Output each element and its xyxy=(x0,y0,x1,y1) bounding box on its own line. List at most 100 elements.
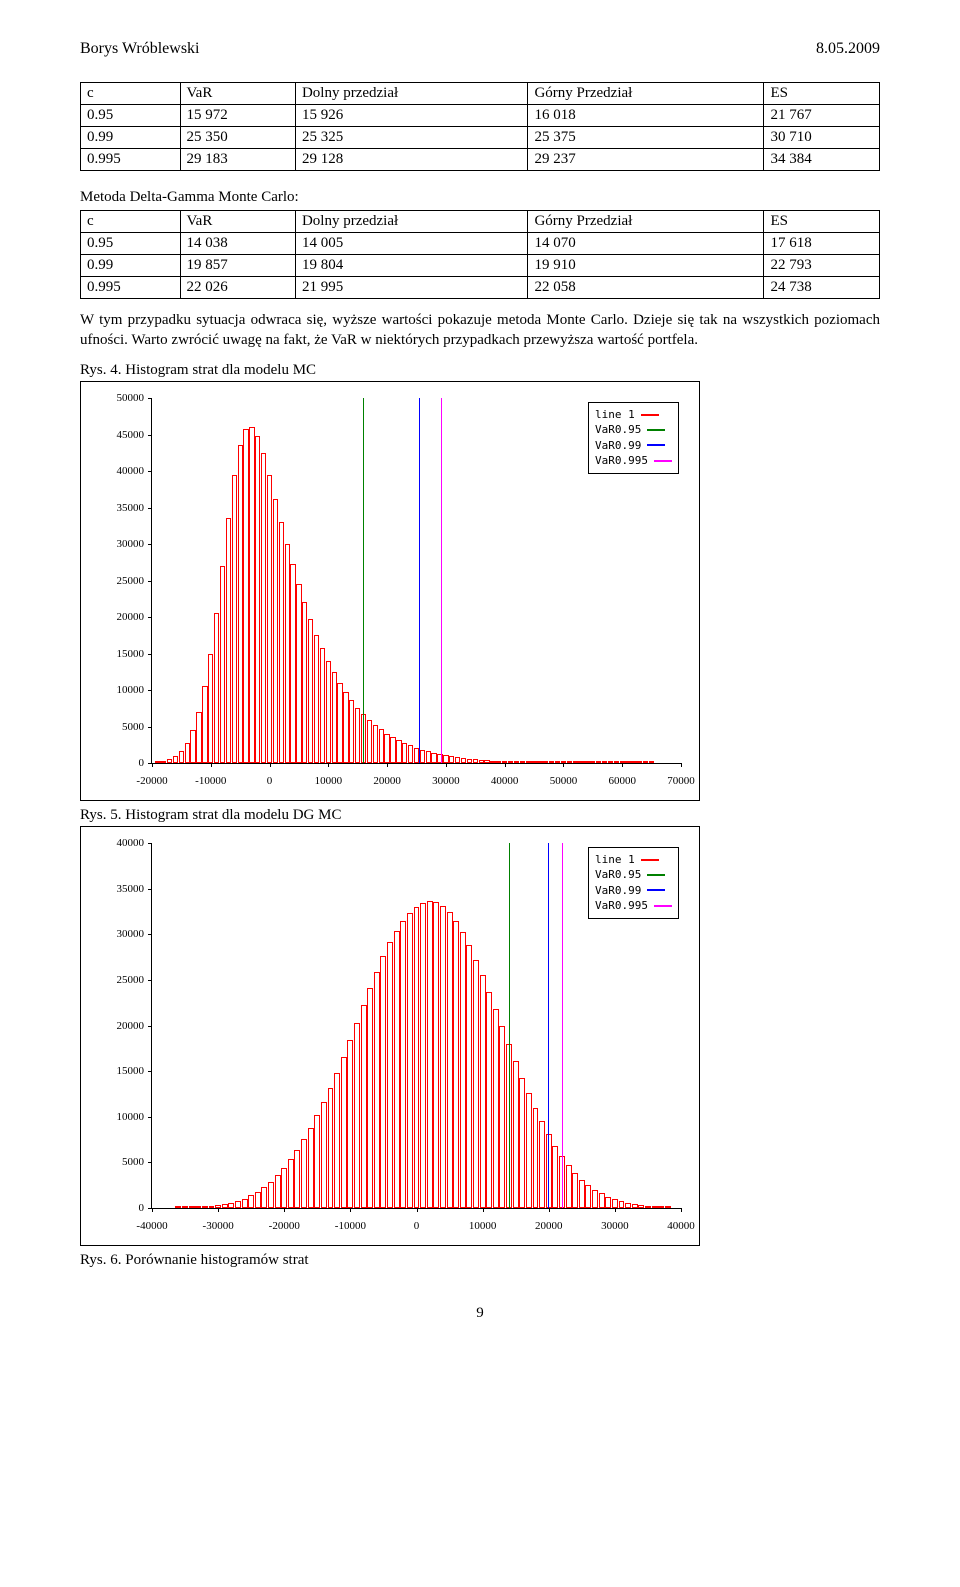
legend-item: VaR0.99 xyxy=(595,438,672,453)
histogram-bar xyxy=(592,1190,598,1208)
histogram-bar xyxy=(531,761,536,763)
legend-item: line 1 xyxy=(595,852,672,867)
column-header: c xyxy=(81,83,181,105)
histogram-bar xyxy=(314,1115,320,1208)
histogram-bar xyxy=(408,745,413,763)
histogram-bar xyxy=(584,761,589,763)
histogram-bar xyxy=(275,1175,281,1208)
histogram-bar xyxy=(420,903,426,1208)
histogram-bar xyxy=(320,648,325,763)
y-tick-label: 15000 xyxy=(88,1065,144,1077)
histogram-bar xyxy=(400,921,406,1208)
histogram-bar xyxy=(514,761,519,763)
histogram-bar xyxy=(658,1206,664,1208)
histogram-bar xyxy=(552,1146,558,1208)
histogram-bar xyxy=(612,1199,618,1208)
histogram-bar xyxy=(380,956,386,1208)
histogram-bar xyxy=(467,759,472,763)
histogram-dgmc: 0500010000150002000025000300003500040000… xyxy=(80,826,700,1246)
histogram-bar xyxy=(590,761,595,763)
y-tick-label: 0 xyxy=(88,1202,144,1214)
y-tick-label: 45000 xyxy=(88,429,144,441)
y-tick-label: 15000 xyxy=(88,648,144,660)
x-tick-label: 60000 xyxy=(608,775,636,787)
histogram-bar xyxy=(308,619,313,763)
histogram-bar xyxy=(567,761,572,763)
histogram-bar xyxy=(390,737,395,763)
legend-swatch xyxy=(647,889,665,891)
histogram-bar xyxy=(433,902,439,1208)
page-header: Borys Wróblewski 8.05.2009 xyxy=(80,40,880,58)
histogram-bar xyxy=(185,743,190,763)
legend-item: VaR0.95 xyxy=(595,422,672,437)
histogram-bar xyxy=(526,1093,532,1208)
histogram-bar xyxy=(281,1168,287,1208)
var-line xyxy=(548,843,549,1208)
histogram-bar xyxy=(440,906,446,1208)
histogram-bar xyxy=(373,725,378,763)
histogram-bar xyxy=(619,1201,625,1208)
column-header: Górny Przedział xyxy=(528,83,764,105)
histogram-bar xyxy=(502,761,507,763)
histogram-bar xyxy=(354,1023,360,1208)
histogram-bar xyxy=(466,945,472,1208)
histogram-bar xyxy=(337,683,342,763)
legend: line 1VaR0.95VaR0.99VaR0.995 xyxy=(588,847,679,919)
histogram-bar xyxy=(215,1205,221,1208)
table-row: 0.99529 18329 12829 23734 384 xyxy=(81,149,880,171)
histogram-bar xyxy=(572,1173,578,1208)
histogram-bar xyxy=(367,988,373,1208)
histogram-bar xyxy=(614,761,619,763)
histogram-bar xyxy=(484,760,489,763)
legend-item: VaR0.95 xyxy=(595,867,672,882)
histogram-bar xyxy=(279,522,284,763)
histogram-bar xyxy=(255,1192,261,1208)
histogram-bar xyxy=(167,759,172,763)
histogram-bar xyxy=(519,1078,525,1208)
histogram-bar xyxy=(608,761,613,763)
histogram-bar xyxy=(179,751,184,763)
y-tick-label: 10000 xyxy=(88,1111,144,1123)
histogram-bar xyxy=(214,613,219,763)
histogram-bar xyxy=(573,761,578,763)
histogram-bar xyxy=(249,427,254,763)
histogram-bar xyxy=(486,992,492,1208)
histogram-bar xyxy=(461,758,466,763)
y-tick-label: 35000 xyxy=(88,502,144,514)
histogram-bar xyxy=(326,661,331,763)
legend: line 1VaR0.95VaR0.99VaR0.995 xyxy=(588,402,679,474)
histogram-bar xyxy=(268,1182,274,1208)
histogram-bar xyxy=(261,453,266,763)
histogram-bar xyxy=(599,1193,605,1208)
histogram-bar xyxy=(173,756,178,763)
histogram-bar xyxy=(255,436,260,763)
histogram-bar xyxy=(290,564,295,763)
page-number: 9 xyxy=(80,1305,880,1322)
histogram-bar xyxy=(625,1203,631,1208)
table-row: 0.9514 03814 00514 07017 618 xyxy=(81,233,880,255)
table-row: 0.9925 35025 32525 37530 710 xyxy=(81,127,880,149)
histogram-bar xyxy=(232,475,237,763)
histogram-bar xyxy=(396,740,401,763)
table-row: 0.99522 02621 99522 05824 738 xyxy=(81,277,880,299)
histogram-bar xyxy=(431,753,436,763)
histogram-bar xyxy=(226,518,231,763)
var-line xyxy=(562,843,563,1208)
y-tick-label: 25000 xyxy=(88,575,144,587)
histogram-bar xyxy=(533,1108,539,1208)
legend-item: VaR0.995 xyxy=(595,898,672,913)
histogram-bar xyxy=(374,972,380,1208)
histogram-bar xyxy=(449,756,454,763)
histogram-bar xyxy=(420,750,425,763)
histogram-bar xyxy=(343,692,348,763)
histogram-bar xyxy=(202,686,207,763)
histogram-bar xyxy=(443,755,448,763)
y-tick-label: 30000 xyxy=(88,538,144,550)
histogram-bar xyxy=(175,1206,181,1208)
histogram-bar xyxy=(480,975,486,1208)
legend-swatch xyxy=(641,414,659,416)
histogram-bar xyxy=(427,901,433,1208)
histogram-bar xyxy=(645,1206,651,1208)
x-tick-label: 70000 xyxy=(667,775,695,787)
histogram-bar xyxy=(321,1102,327,1208)
